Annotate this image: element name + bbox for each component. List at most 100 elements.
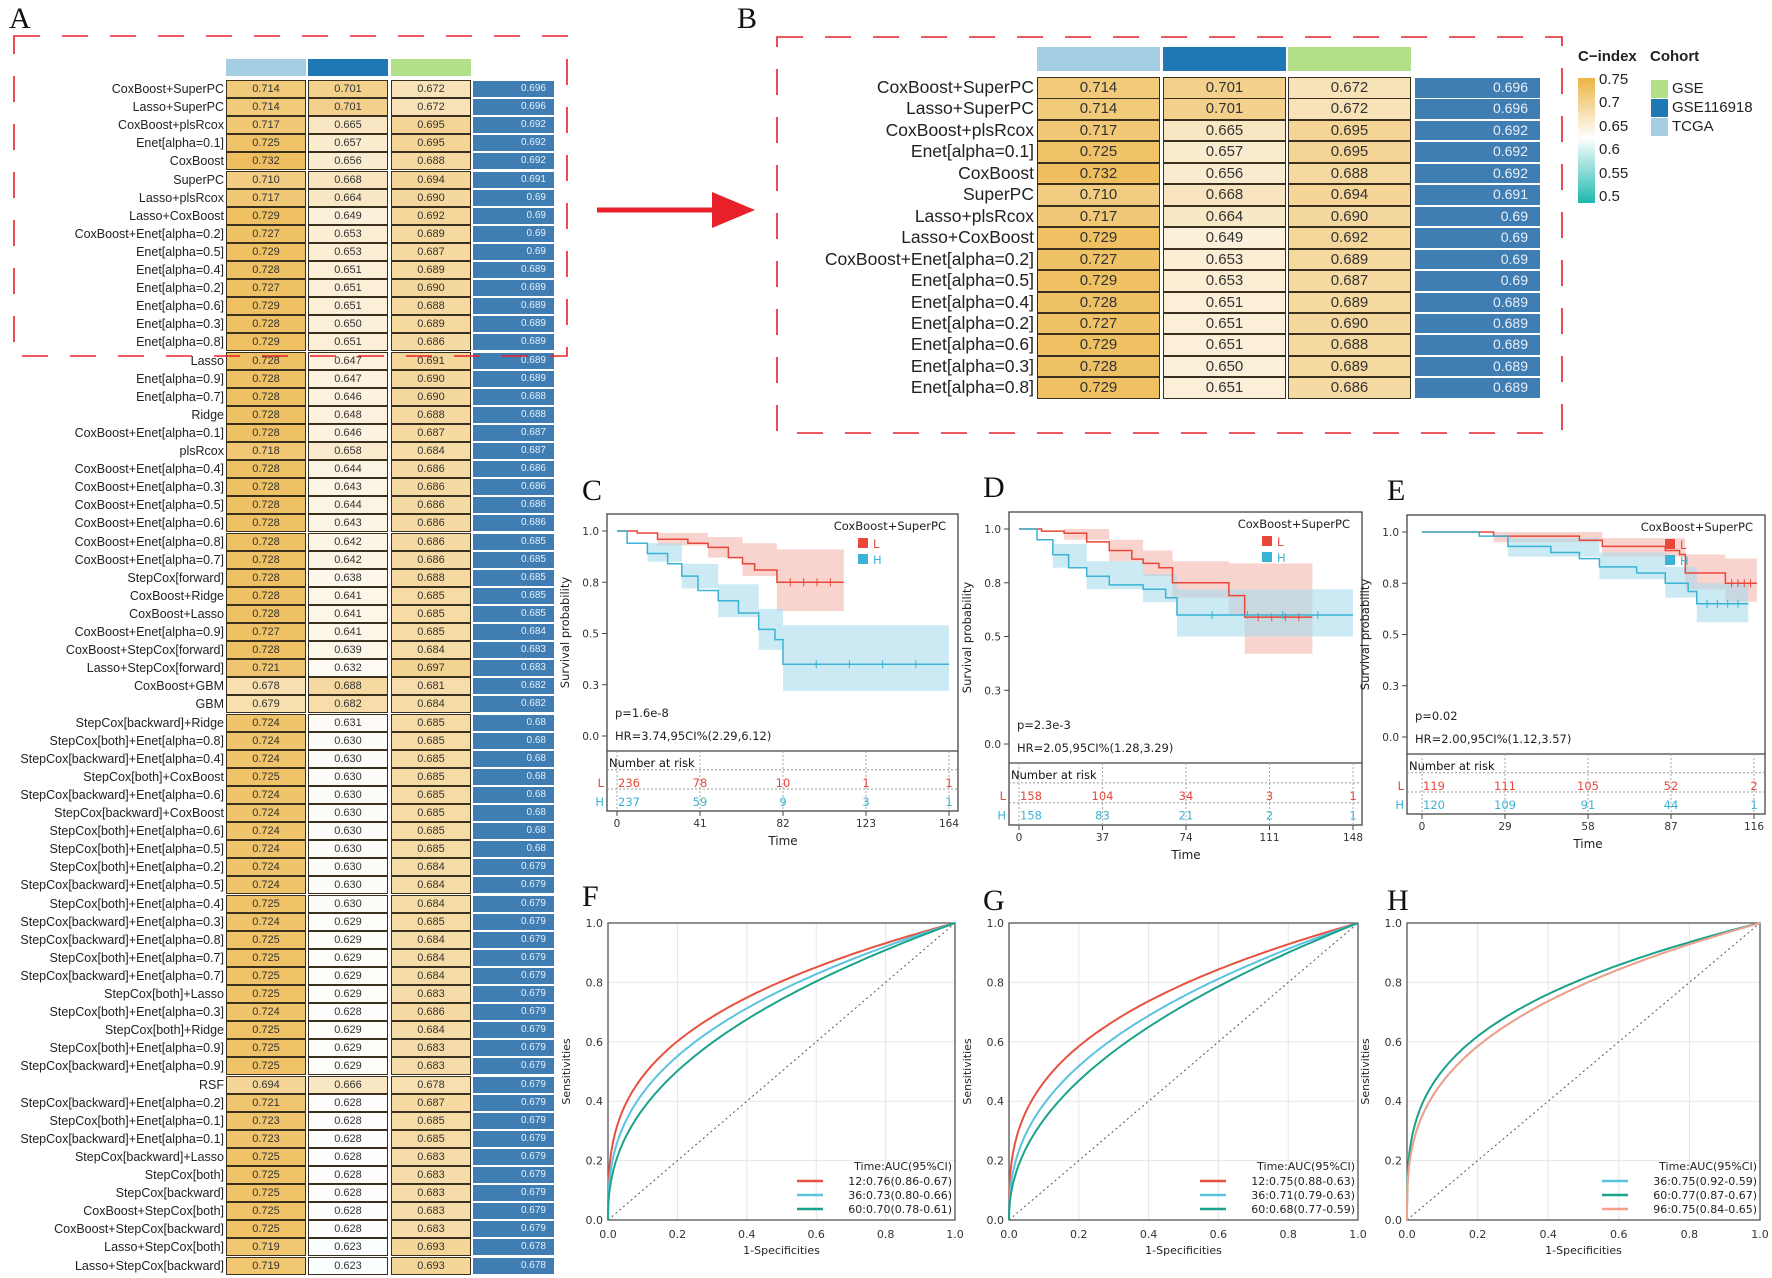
heatmap-cell: 0.684 [391,858,471,877]
row-label: plsRcox [179,444,224,458]
heatmap-cell: 0.683 [391,1184,471,1203]
mean-cindex-bar: 0.679 [473,1112,554,1129]
heatmap-cell: 0.725 [226,1147,306,1166]
mean-cindex-bar: 0.696 [1415,78,1540,98]
heatmap-cell: 0.685 [391,785,471,804]
heatmap-cell: 0.710 [1037,184,1160,206]
mean-cindex-bar: 0.689 [473,298,554,315]
heatmap-cell: 0.724 [226,876,306,895]
heatmap-cell: 0.728 [226,478,306,497]
heatmap-cell: 0.629 [308,948,388,967]
heatmap-cell: 0.629 [308,912,388,931]
mean-cindex-bar: 0.679 [473,1094,554,1111]
heatmap-cell: 0.642 [308,532,388,551]
row-label: CoxBoost+StepCox[backward] [54,1222,224,1237]
heatmap-cell: 0.694 [1288,184,1411,206]
mean-cindex-bar: 0.689 [1415,378,1540,398]
heatmap-cell: 0.651 [1163,291,1286,313]
heatmap-legend: C−index Cohort 0.75 0.7 0.65 0.6 0.55 0.5 GSE GSE… [1576,48,1766,218]
row-label: CoxBoost+Enet[alpha=0.6] [74,516,224,531]
heatmap-cell: 0.628 [308,1111,388,1130]
heatmap-cell: 0.688 [391,568,471,587]
cohort-legend-label: TCGA [1672,118,1714,135]
mean-cindex-bar: 0.692 [1415,120,1540,141]
mean-cindex-bar: 0.691 [473,171,554,188]
heatmap-cell: 0.690 [1288,205,1411,228]
heatmap-cell: 0.695 [391,116,471,135]
heatmap-cell: 0.683 [391,1202,471,1221]
row-label: CoxBoost [169,154,224,169]
cohort-header-gse116918 [308,59,388,76]
heatmap-cell: 0.725 [226,1202,306,1221]
heatmap-cell: 0.629 [308,930,388,949]
mean-cindex-bar: 0.685 [473,551,554,568]
heatmap-cell: 0.728 [226,369,306,388]
heatmap-cell: 0.672 [1288,77,1411,99]
mean-cindex-bar: 0.696 [473,99,554,116]
mean-cindex-bar: 0.691 [1415,185,1540,205]
mean-cindex-bar: 0.688 [473,406,554,423]
heatmap-cell: 0.684 [391,966,471,985]
heatmap-cell: 0.717 [1037,119,1160,142]
heatmap-cell: 0.628 [308,1184,388,1203]
mean-cindex-bar: 0.679 [473,1167,554,1183]
heatmap-cell: 0.690 [391,369,471,388]
heatmap-cell: 0.685 [391,912,471,931]
cindex-legend-title: C−index [1578,48,1637,65]
row-label: Enet[alpha=0.1] [136,136,224,151]
heatmap-cell: 0.648 [308,405,388,424]
heatmap-cell: 0.692 [391,206,471,225]
mean-cindex-bar: 0.679 [473,1040,554,1057]
mean-cindex-bar: 0.692 [473,153,554,170]
row-label: CoxBoost+Ridge [129,588,224,603]
panel-label-g: G [983,884,1005,917]
heatmap-cell: 0.629 [308,966,388,985]
mean-cindex-bar: 0.678 [473,1257,554,1274]
heatmap-cell: 0.629 [308,1021,388,1040]
row-label: RSF [199,1077,224,1092]
heatmap-cell: 0.683 [391,1147,471,1166]
heatmap-cell: 0.647 [308,351,388,370]
heatmap-cell: 0.719 [226,1256,306,1275]
row-label: Lasso+StepCox[both] [104,1240,224,1255]
row-label: SuperPC [962,184,1034,205]
cohort-header-tcga [1037,47,1160,71]
heatmap-cell: 0.728 [226,387,306,406]
heatmap-cell: 0.672 [391,98,471,117]
mean-cindex-bar: 0.69 [1415,271,1540,291]
heatmap-cell: 0.628 [308,1093,388,1112]
heatmap-cell: 0.724 [226,858,306,877]
mean-cindex-bar: 0.685 [473,569,554,586]
heatmap-cell: 0.672 [391,80,471,98]
heatmap-cell: 0.725 [226,1220,306,1239]
row-label: StepCox[both]+Enet[alpha=0.8] [49,733,224,748]
row-label: CoxBoost [958,162,1034,183]
mean-cindex-bar: 0.686 [473,497,554,514]
row-label: Enet[alpha=0.3] [136,317,224,332]
row-label: Lasso+CoxBoost [901,227,1034,248]
mean-cindex-bar: 0.684 [473,624,554,640]
heatmap-cell: 0.725 [226,767,306,786]
cindex-tick-label: 0.7 [1599,94,1620,112]
heatmap-cell: 0.728 [1037,291,1160,313]
mean-cindex-bar: 0.68 [473,823,554,840]
heatmap-cell: 0.629 [308,1039,388,1058]
row-label: CoxBoost+Enet[alpha=0.2] [74,226,224,241]
heatmap-cell: 0.647 [308,369,388,388]
mean-cindex-bar: 0.69 [1415,249,1540,270]
mean-cindex-bar: 0.679 [473,1004,554,1021]
cohort-header-gse [391,59,471,76]
heatmap-cell: 0.725 [1037,141,1160,163]
heatmap-cell: 0.653 [1163,270,1286,292]
mean-cindex-bar: 0.692 [1415,163,1540,184]
heatmap-cell: 0.678 [391,1075,471,1094]
row-label: Lasso+SuperPC [906,98,1034,119]
heatmap-cell: 0.725 [226,1166,306,1184]
heatmap-cell: 0.729 [1037,377,1160,399]
row-label: Enet[alpha=0.7] [136,389,224,404]
heatmap-cell: 0.678 [226,677,306,696]
row-label: Enet[alpha=0.8] [136,335,224,350]
heatmap-cell: 0.683 [391,1166,471,1184]
cindex-tick-label: 0.5 [1599,188,1620,205]
heatmap-cell: 0.689 [391,261,471,279]
